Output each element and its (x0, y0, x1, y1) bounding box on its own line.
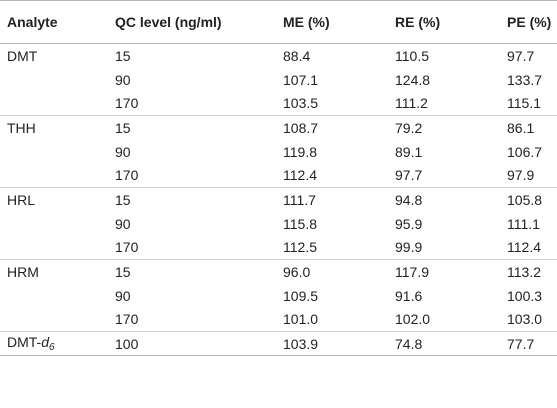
table-row: HRL 15 111.7 94.8 105.8 (0, 187, 557, 212)
analyte-base-text: DMT- (7, 334, 42, 350)
cell-qc: 15 (115, 47, 131, 64)
cell-analyte: HRL (0, 187, 108, 212)
cell-qc: 90 (115, 143, 131, 160)
cell-analyte (0, 284, 108, 308)
header-pe: PE (%) (500, 0, 557, 44)
cell-me: 96.0 (276, 259, 388, 284)
header-me: ME (%) (276, 0, 388, 44)
cell-analyte: HRM (0, 259, 108, 284)
cell-me: 103.5 (283, 95, 319, 112)
cell-pe: 97.7 (507, 47, 535, 64)
cell-re: 95.9 (395, 215, 423, 232)
cell-analyte (0, 68, 108, 92)
cell-qc: 90 (115, 71, 131, 88)
cell-analyte-dmt-d6: DMT-d6 (0, 331, 108, 356)
cell-pe: 106.7 (507, 143, 543, 160)
table-row: 170 112.4 97.7 97.9 (0, 164, 557, 188)
cell-pe: 86.1 (500, 115, 557, 140)
cell-me: 115.8 (283, 215, 317, 232)
cell-pe: 113.2 (500, 259, 557, 284)
table-row: 90 119.8 89.1 106.7 (0, 140, 557, 164)
table-row: 170 112.5 99.9 112.4 (0, 236, 557, 260)
cell-pe: 77.7 (500, 331, 557, 356)
cell-qc: 15 (108, 259, 276, 284)
results-table: Analyte QC level (ng/ml) ME (%) RE (%) P… (0, 0, 557, 356)
analyte-italic-text: d (41, 334, 50, 350)
cell-re: 91.6 (395, 287, 423, 304)
cell-re: 111.2 (395, 95, 428, 112)
header-analyte: Analyte (0, 0, 108, 44)
cell-me: 111.7 (276, 187, 388, 212)
cell-qc: 170 (115, 95, 139, 112)
cell-pe: 103.0 (507, 311, 543, 328)
cell-me: 103.9 (276, 331, 388, 356)
cell-qc: 15 (108, 187, 276, 212)
table-row: 90 109.5 91.6 100.3 (0, 284, 557, 308)
analyte-subscript: 6 (49, 342, 55, 353)
table-row: DMT-d6 100 103.9 74.8 77.7 (0, 331, 557, 356)
cell-me: 119.8 (283, 143, 317, 160)
cell-analyte (0, 212, 108, 236)
cell-pe: 115.1 (507, 95, 541, 112)
cell-qc: 170 (115, 311, 139, 328)
cell-qc: 170 (115, 239, 139, 256)
table-row: DMT 15 88.4 110.5 97.7 (0, 44, 557, 68)
header-re: RE (%) (388, 0, 500, 44)
cell-re: 89.1 (395, 143, 423, 160)
cell-me: 88.4 (283, 47, 311, 64)
table-row: HRM 15 96.0 117.9 113.2 (0, 259, 557, 284)
cell-pe: 111.1 (507, 215, 540, 232)
table-row: 90 107.1 124.8 133.7 (0, 68, 557, 92)
cell-analyte: DMT (7, 47, 38, 64)
header-qc-level: QC level (ng/ml) (108, 0, 276, 44)
cell-re: 94.8 (388, 187, 500, 212)
table-row: 90 115.8 95.9 111.1 (0, 212, 557, 236)
cell-qc: 100 (108, 331, 276, 356)
cell-qc: 170 (115, 167, 139, 184)
cell-me: 109.5 (283, 287, 319, 304)
cell-re: 102.0 (395, 311, 431, 328)
cell-qc: 90 (115, 215, 131, 232)
cell-me: 101.0 (283, 311, 319, 328)
cell-me: 107.1 (283, 71, 319, 88)
cell-me: 108.7 (276, 115, 388, 140)
cell-analyte (0, 308, 108, 332)
cell-re: 124.8 (395, 71, 431, 88)
cell-re: 110.5 (395, 47, 429, 64)
cell-re: 99.9 (395, 239, 423, 256)
cell-re: 97.7 (395, 167, 423, 184)
cell-me: 112.4 (283, 167, 317, 184)
table-row: 170 101.0 102.0 103.0 (0, 308, 557, 332)
cell-qc: 15 (108, 115, 276, 140)
table-header-row: Analyte QC level (ng/ml) ME (%) RE (%) P… (0, 0, 557, 44)
cell-analyte (0, 140, 108, 164)
cell-re: 117.9 (388, 259, 500, 284)
cell-pe: 112.4 (507, 239, 541, 256)
cell-pe: 133.7 (507, 71, 543, 88)
cell-pe: 105.8 (500, 187, 557, 212)
cell-re: 79.2 (388, 115, 500, 140)
cell-pe: 100.3 (507, 287, 543, 304)
cell-pe: 97.9 (507, 167, 535, 184)
cell-analyte (0, 236, 108, 260)
table-row: THH 15 108.7 79.2 86.1 (0, 115, 557, 140)
cell-re: 74.8 (388, 331, 500, 356)
table-row: 170 103.5 111.2 115.1 (0, 92, 557, 116)
cell-qc: 90 (115, 287, 131, 304)
cell-me: 112.5 (283, 239, 317, 256)
cell-analyte (0, 92, 108, 116)
cell-analyte (0, 164, 108, 188)
cell-analyte: THH (0, 115, 108, 140)
